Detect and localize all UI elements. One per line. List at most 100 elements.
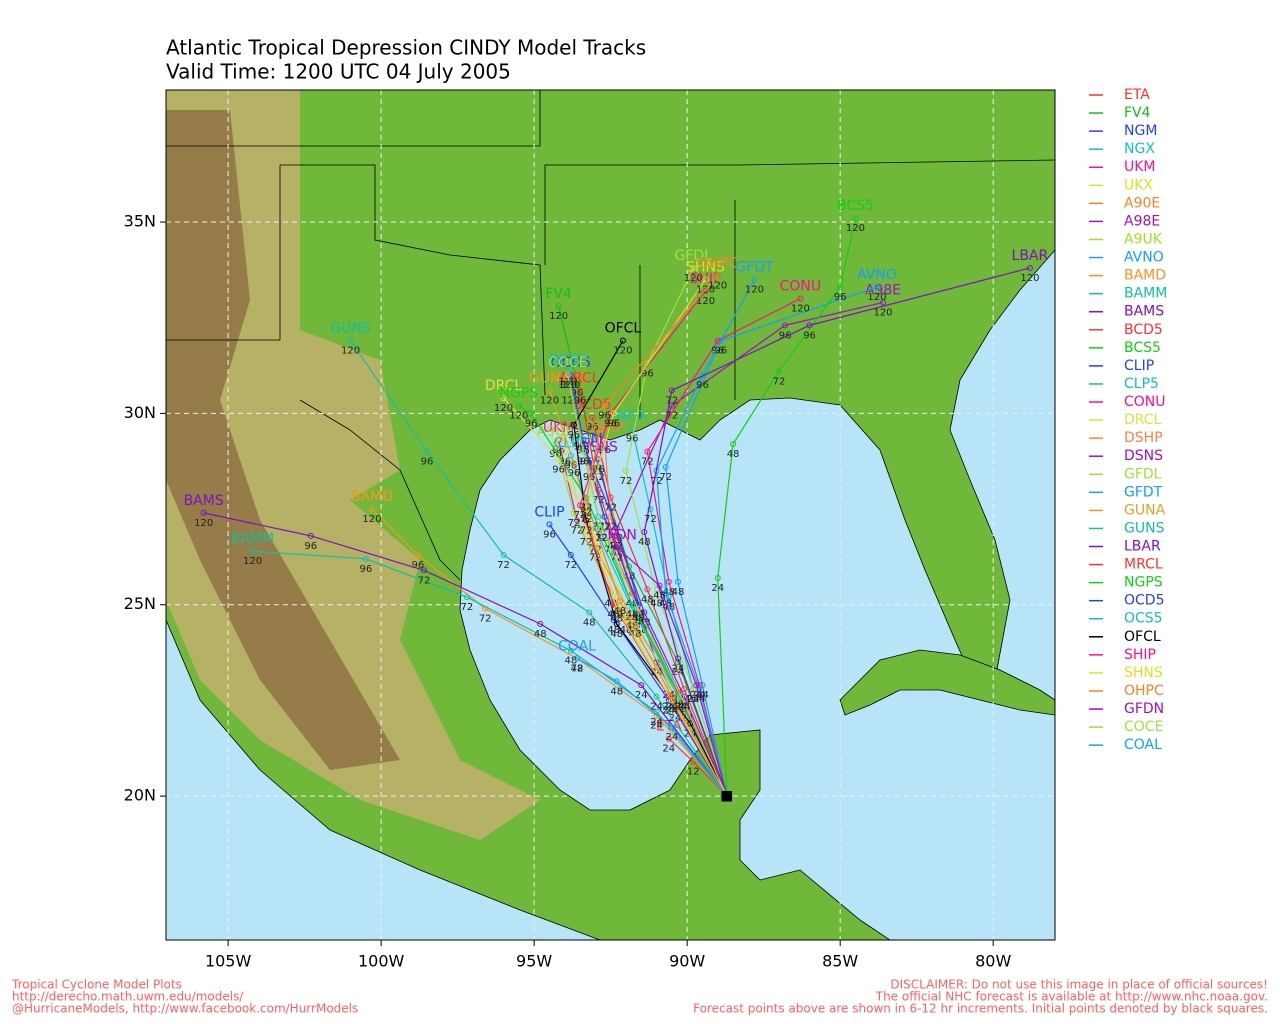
forecast-point bbox=[681, 685, 688, 692]
hour-label: 96 bbox=[359, 564, 372, 575]
track-line bbox=[668, 738, 728, 797]
hour-label: 120 bbox=[509, 411, 528, 422]
hour-label: 48 bbox=[610, 629, 623, 640]
forecast-point bbox=[702, 287, 709, 294]
hour-label: 72 bbox=[580, 537, 593, 548]
hour-label: 24 bbox=[665, 705, 678, 716]
forecast-point bbox=[653, 590, 660, 597]
hour-label: 24 bbox=[662, 702, 675, 713]
hour-label: 120 bbox=[846, 223, 865, 234]
track-label: GFDT bbox=[735, 259, 774, 275]
borders bbox=[544, 159, 1055, 265]
y-tick-label: 20N bbox=[124, 786, 156, 805]
hour-label: 120 bbox=[558, 380, 577, 391]
hour-label: 24 bbox=[669, 713, 682, 724]
track-line bbox=[371, 508, 728, 797]
hour-label: 48 bbox=[727, 449, 740, 460]
forecast-point bbox=[880, 299, 887, 306]
hour-label: 72 bbox=[580, 506, 593, 517]
forecast-point bbox=[546, 387, 553, 394]
forecast-point bbox=[668, 724, 675, 731]
footer-left: http://derecho.math.uwm.edu/models/ bbox=[12, 990, 244, 1004]
legend-label: OFCL bbox=[1124, 629, 1161, 645]
hour-label: 96 bbox=[549, 449, 562, 460]
hour-label: 24 bbox=[665, 732, 678, 743]
hour-label: 72 bbox=[565, 560, 578, 571]
hour-label: 120 bbox=[1020, 273, 1039, 284]
hour-label: 48 bbox=[626, 610, 639, 621]
forecast-point bbox=[690, 264, 697, 271]
forecast-point bbox=[714, 272, 721, 279]
hour-label: 24 bbox=[690, 690, 703, 701]
legend-label: SHNS bbox=[1124, 665, 1163, 681]
hour-label: 96 bbox=[571, 388, 584, 399]
hour-label: 96 bbox=[641, 369, 654, 380]
hour-label: 120 bbox=[684, 273, 703, 284]
hour-label: 48 bbox=[534, 629, 547, 640]
track-line bbox=[576, 657, 728, 797]
forecast-point bbox=[782, 322, 789, 329]
hour-label: 96 bbox=[714, 346, 727, 357]
legend-label: CLP5 bbox=[1124, 376, 1159, 392]
track-label: CLIP bbox=[534, 504, 564, 520]
forecast-point bbox=[420, 567, 427, 574]
track-line bbox=[567, 375, 728, 797]
hour-label: 48 bbox=[638, 617, 651, 628]
forecast-point bbox=[586, 609, 593, 616]
legend-label: GUNA bbox=[1124, 502, 1166, 518]
hour-label: 24 bbox=[711, 583, 724, 594]
forecast-point bbox=[573, 517, 580, 524]
forecast-point bbox=[693, 682, 700, 689]
track-label: OHPC bbox=[698, 256, 738, 272]
forecast-point bbox=[567, 551, 574, 558]
forecast-point bbox=[644, 586, 651, 593]
hour-label: 48 bbox=[626, 610, 639, 621]
forecast-point bbox=[589, 414, 596, 421]
track-line bbox=[579, 290, 728, 797]
title: Atlantic Tropical Depression CINDY Model… bbox=[166, 36, 646, 60]
track-line bbox=[665, 286, 878, 797]
legend-label: DSHP bbox=[1124, 430, 1163, 446]
track-line bbox=[579, 390, 728, 797]
forecast-point bbox=[668, 387, 675, 394]
forecast-point bbox=[873, 284, 880, 291]
hour-label: 48 bbox=[571, 663, 584, 674]
hour-label: 24 bbox=[650, 702, 663, 713]
track-label: GUNA bbox=[529, 370, 571, 386]
hour-label: 96 bbox=[711, 346, 724, 357]
track-label: BAMD bbox=[351, 489, 393, 505]
frame bbox=[165, 89, 1056, 941]
hour-label: 96 bbox=[411, 560, 424, 571]
track-label: UKM bbox=[543, 420, 575, 436]
hour-label: 120 bbox=[362, 514, 381, 525]
hour-label: 48 bbox=[650, 598, 663, 609]
forecast-point bbox=[635, 605, 642, 612]
forecast-point bbox=[665, 735, 672, 742]
tracks: 1224ETA24487296120FV424487296NGM24487296… bbox=[184, 198, 1049, 802]
borders bbox=[299, 399, 461, 581]
forecast-point bbox=[806, 322, 813, 329]
hour-label: 96 bbox=[598, 411, 611, 422]
legend-label: SHIP bbox=[1124, 647, 1156, 663]
hour-label: 24 bbox=[650, 717, 663, 728]
legend-label: COCE bbox=[1124, 719, 1163, 735]
hour-label: 48 bbox=[623, 571, 636, 582]
borders bbox=[166, 165, 281, 341]
hour-label: 96 bbox=[568, 468, 581, 479]
hour-label: 72 bbox=[598, 522, 611, 533]
hour-label: 12 bbox=[687, 767, 700, 778]
hour-label: 120 bbox=[791, 304, 810, 315]
hour-label: 96 bbox=[568, 430, 581, 441]
hour-label: 48 bbox=[632, 610, 645, 621]
hour-label: 48 bbox=[672, 587, 685, 598]
hour-label: 96 bbox=[607, 418, 620, 429]
hour-label: 48 bbox=[641, 594, 654, 605]
legend-label: NGPS bbox=[1124, 575, 1163, 591]
hour-label: 96 bbox=[543, 529, 556, 540]
track-line bbox=[350, 340, 728, 797]
grid bbox=[166, 90, 1055, 940]
forecast-point bbox=[592, 525, 599, 532]
hour-label: 72 bbox=[592, 495, 605, 506]
forecast-point bbox=[564, 372, 571, 379]
forecast-point bbox=[797, 295, 804, 302]
